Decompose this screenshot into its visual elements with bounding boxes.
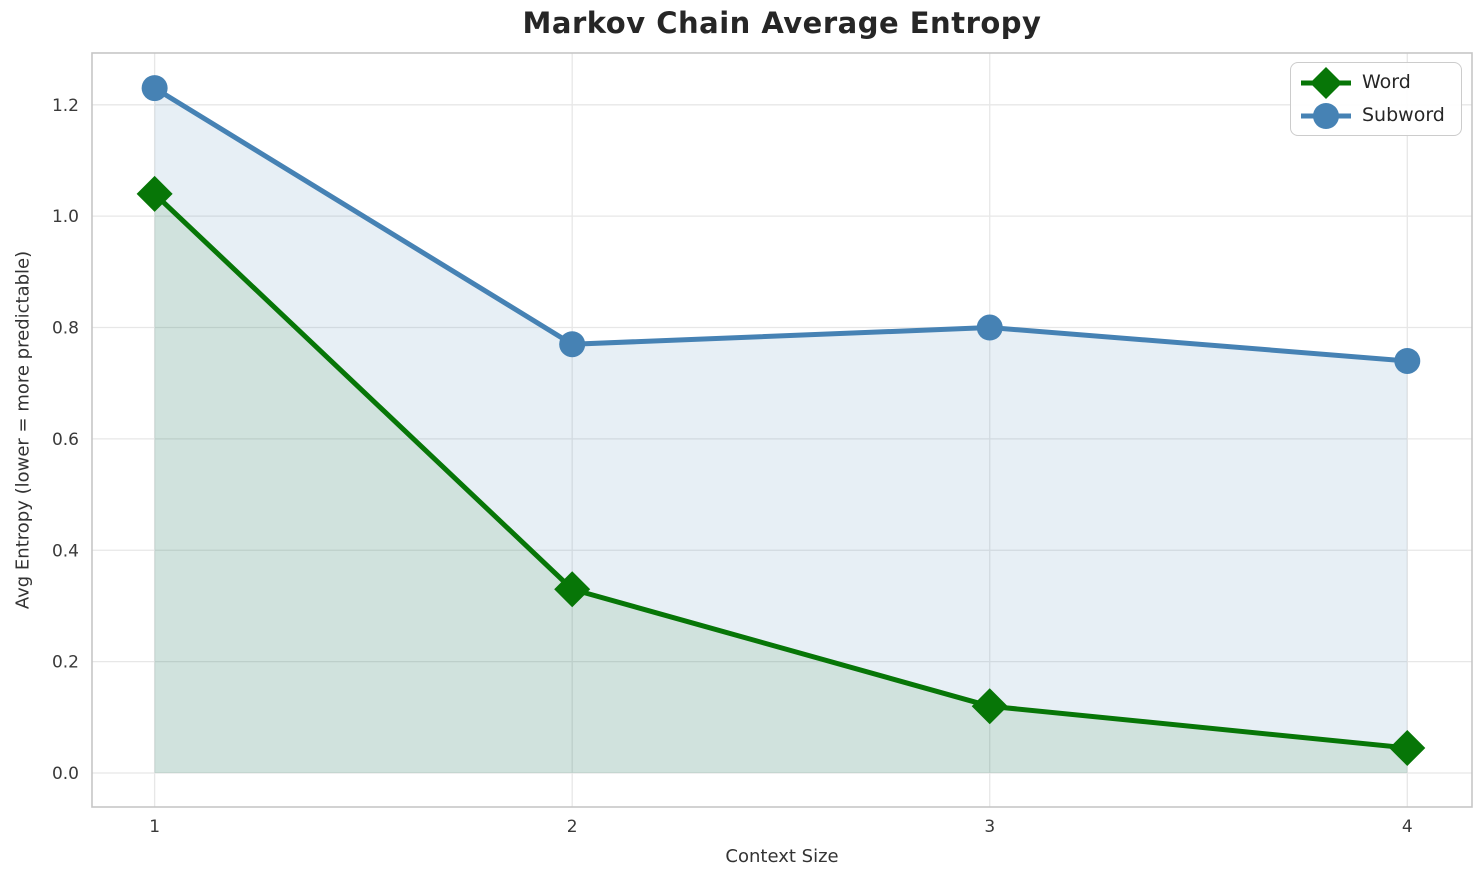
line-subword	[152, 85, 1410, 364]
x-axis-label: Context Size	[725, 846, 839, 867]
marker-word	[554, 571, 591, 608]
area-word	[154, 193, 1408, 774]
word-marker-icon	[1301, 66, 1351, 99]
y-tick-label: 0.0	[52, 764, 79, 784]
x-tick-label: 1	[149, 817, 160, 837]
y-tick-label: 1.0	[52, 207, 79, 227]
y-tick-label: 0.6	[52, 430, 79, 450]
chart-title: Markov Chain Average Entropy	[522, 6, 1042, 40]
legend-item-word: Word	[1300, 66, 1445, 99]
y-tick-label: 1.2	[52, 96, 79, 116]
y-tick-label: 0.8	[52, 319, 79, 339]
legend-label-word: Word	[1362, 71, 1411, 93]
marker-subword	[1394, 347, 1421, 374]
legend-marker-subword	[1313, 102, 1339, 129]
y-tick-label: 0.4	[52, 541, 79, 561]
y-tick-label: 0.2	[52, 653, 79, 673]
x-tick-label: 4	[1402, 817, 1413, 837]
marker-word	[136, 175, 173, 212]
marker-subword	[976, 314, 1003, 341]
legend: Word Subword	[1290, 62, 1462, 136]
legend-label-subword: Subword	[1362, 104, 1445, 126]
line-word	[152, 191, 1410, 751]
legend-marker-word	[1310, 66, 1342, 99]
x-tick-label: 3	[984, 817, 995, 837]
x-tick-label: 2	[567, 817, 578, 837]
marker-word	[1389, 729, 1426, 766]
area-subword	[154, 88, 1408, 774]
plot-border	[91, 52, 1473, 808]
legend-item-subword: Subword	[1300, 99, 1445, 132]
marker-word	[971, 688, 1008, 725]
marker-subword	[559, 331, 586, 358]
y-axis-label: Avg Entropy (lower = more predictable)	[12, 250, 34, 610]
marker-subword	[141, 75, 168, 102]
subword-marker-icon	[1301, 102, 1351, 129]
